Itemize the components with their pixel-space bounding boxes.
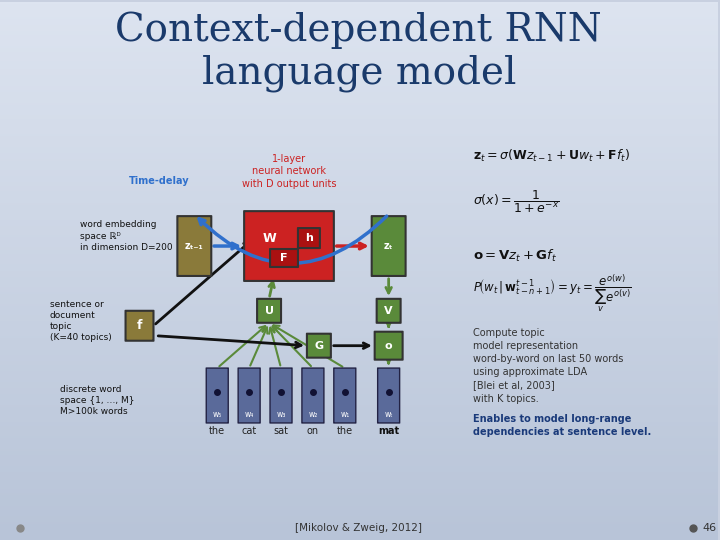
Text: $\mathbf{o} = \mathbf{V}z_t + \mathbf{G}f_t$: $\mathbf{o} = \mathbf{V}z_t + \mathbf{G}… xyxy=(473,248,557,264)
Text: cat: cat xyxy=(241,426,257,436)
Text: Context-dependent RNN
language model: Context-dependent RNN language model xyxy=(115,11,602,92)
Text: w₂: w₂ xyxy=(308,410,318,420)
Text: the: the xyxy=(337,426,353,436)
Text: $\sigma(x)=\dfrac{1}{1+e^{-x}}$: $\sigma(x)=\dfrac{1}{1+e^{-x}}$ xyxy=(473,188,560,214)
Text: W: W xyxy=(262,232,276,245)
Text: zₜ: zₜ xyxy=(384,241,393,251)
FancyBboxPatch shape xyxy=(270,368,292,423)
FancyBboxPatch shape xyxy=(238,368,260,423)
FancyBboxPatch shape xyxy=(244,211,334,281)
Text: the: the xyxy=(210,426,225,436)
Text: [Mikolov & Zweig, 2012]: [Mikolov & Zweig, 2012] xyxy=(295,523,422,533)
FancyBboxPatch shape xyxy=(374,332,402,360)
Text: $P\!\left(w_t\,|\,\mathbf{w}_{t-n+1}^{t-1}\right)= y_t = \dfrac{e^{o(w)}}{\sum_v: $P\!\left(w_t\,|\,\mathbf{w}_{t-n+1}^{t-… xyxy=(473,272,632,314)
Text: sat: sat xyxy=(274,426,289,436)
Text: w₅: w₅ xyxy=(212,410,222,420)
Text: mat: mat xyxy=(378,426,399,436)
Text: U: U xyxy=(264,306,274,316)
FancyBboxPatch shape xyxy=(177,216,211,276)
Text: V: V xyxy=(384,306,393,316)
Text: w₁: w₁ xyxy=(340,410,349,420)
Text: $\mathbf{z}_t = \sigma(\mathbf{W}z_{t-1} + \mathbf{U}w_t + \mathbf{F}f_t)$: $\mathbf{z}_t = \sigma(\mathbf{W}z_{t-1}… xyxy=(473,148,631,164)
FancyBboxPatch shape xyxy=(270,249,298,267)
Text: wₜ: wₜ xyxy=(384,410,393,420)
FancyBboxPatch shape xyxy=(307,334,331,357)
FancyBboxPatch shape xyxy=(125,311,153,341)
FancyBboxPatch shape xyxy=(378,368,400,423)
Text: f: f xyxy=(137,319,143,332)
Text: 1-layer
neural network
with D output units: 1-layer neural network with D output uni… xyxy=(242,154,336,188)
Text: F: F xyxy=(280,253,288,263)
FancyBboxPatch shape xyxy=(257,299,281,323)
Text: sentence or
document
topic
(K=40 topics): sentence or document topic (K=40 topics) xyxy=(50,300,112,342)
Text: w₃: w₃ xyxy=(276,410,286,420)
Text: word embedding
space ℝᴰ
in dimension D=200: word embedding space ℝᴰ in dimension D=2… xyxy=(80,220,172,252)
FancyBboxPatch shape xyxy=(377,299,400,323)
Text: Time-delay: Time-delay xyxy=(129,176,190,186)
Text: Enables to model long-range
dependencies at sentence level.: Enables to model long-range dependencies… xyxy=(473,414,652,437)
Text: on: on xyxy=(307,426,319,436)
FancyBboxPatch shape xyxy=(298,228,320,248)
Text: zₜ₋₁: zₜ₋₁ xyxy=(185,241,204,251)
Text: w₄: w₄ xyxy=(245,410,253,420)
FancyBboxPatch shape xyxy=(334,368,356,423)
Text: discrete word
space {1, …, M}
M>100k words: discrete word space {1, …, M} M>100k wor… xyxy=(60,385,135,416)
FancyBboxPatch shape xyxy=(302,368,324,423)
Text: h: h xyxy=(305,233,313,243)
FancyBboxPatch shape xyxy=(372,216,405,276)
Text: G: G xyxy=(315,341,323,350)
Text: 46: 46 xyxy=(703,523,716,533)
Text: Compute topic
model representation
word-by-word on last 50 words
using approxima: Compute topic model representation word-… xyxy=(473,328,624,403)
Text: o: o xyxy=(384,341,392,350)
FancyBboxPatch shape xyxy=(206,368,228,423)
